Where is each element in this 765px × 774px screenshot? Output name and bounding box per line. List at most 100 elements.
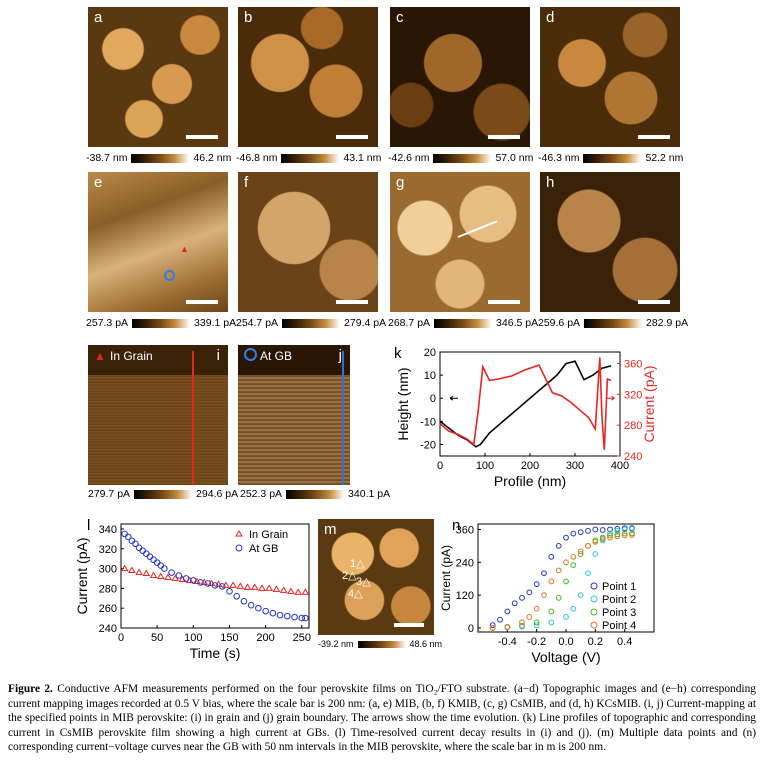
scale-bar (336, 135, 368, 139)
data-point-point-2 (577, 592, 584, 598)
y-tick-label: 0 (430, 393, 436, 405)
data-point-point-1 (541, 570, 547, 577)
panel-m-min: -39.2 nm (318, 639, 354, 649)
data-point-point-3 (519, 622, 525, 629)
legend-entry: Point 3 (602, 607, 636, 619)
data-point-in-grain (272, 585, 281, 592)
y-tick-label: 120 (456, 590, 474, 602)
y-axis-label: Current (pA) (75, 537, 90, 614)
data-point-point-1 (489, 622, 496, 629)
legend-marker (590, 608, 598, 616)
colorbar-min: 257.3 pA (86, 317, 129, 329)
y-tick-label: 340 (99, 524, 117, 536)
data-point-point-2 (548, 619, 555, 626)
x-tick-label: 150 (220, 632, 238, 644)
data-point-point-4 (599, 536, 606, 542)
data-point-in-grain (135, 568, 143, 576)
data-point-point-2 (607, 530, 613, 537)
data-point-at-gb (132, 540, 139, 548)
data-point-point-3 (629, 530, 635, 537)
data-point-at-gb (218, 583, 226, 590)
data-point-point-2 (621, 526, 628, 533)
data-point-at-gb (240, 597, 248, 605)
scale-bar (488, 300, 520, 304)
data-point-point-3 (548, 608, 555, 615)
panel-e-label: e (94, 174, 103, 191)
panel-d-colorbar: -46.3 nm 52.2 nm (538, 152, 683, 164)
x-tick-label: 0.0 (558, 636, 573, 648)
data-point-point-3 (570, 562, 577, 568)
panel-j-min: 252.3 pA (240, 488, 283, 500)
data-point-point-2 (533, 622, 540, 629)
y-tick-label: 240 (99, 623, 117, 635)
data-point-point-4 (526, 614, 533, 620)
colorbar-min: -42.6 nm (388, 152, 430, 164)
x-tick-label: 200 (521, 460, 539, 472)
data-point-in-grain (287, 587, 295, 594)
data-point-point-4 (541, 592, 547, 598)
data-point-in-grain (258, 584, 266, 591)
data-point-point-1 (607, 526, 613, 533)
data-point-at-gb (233, 593, 240, 600)
y2-tick-label: 320 (624, 389, 642, 401)
panel-c-image: c (390, 7, 530, 147)
data-point-in-grain (221, 581, 230, 588)
panel-c-label: c (396, 9, 404, 26)
current-series-line (439, 357, 612, 450)
scale-bar (638, 300, 670, 304)
data-point-at-gb (124, 533, 132, 541)
data-point-point-4 (504, 623, 511, 630)
data-point-at-gb (255, 604, 262, 612)
panel-m-max: 48.6 nm (409, 639, 443, 649)
data-point-point-2 (585, 570, 591, 577)
measure-point-3: 3△ (356, 576, 371, 588)
data-point-at-gb (146, 553, 154, 560)
data-point-at-gb (121, 530, 128, 538)
legend-entry: At GB (249, 543, 278, 555)
data-point-point-3 (555, 594, 562, 601)
panel-c-colorbar: -42.6 nm 57.0 nm (388, 152, 533, 164)
panel-f-image: f (238, 172, 378, 312)
data-point-at-gb (247, 601, 255, 609)
data-point-point-1 (599, 527, 606, 533)
colorbar-max: 46.2 nm (193, 152, 232, 164)
legend-entry: In Grain (249, 529, 288, 541)
data-point-point-3 (607, 532, 613, 539)
data-point-at-gb (190, 577, 197, 584)
data-point-in-grain (301, 588, 310, 595)
data-point-in-grain (149, 571, 158, 579)
data-point-point-1 (614, 526, 621, 532)
right-axis-arrow (606, 395, 615, 401)
legend-marker (590, 582, 598, 590)
data-point-point-4 (629, 532, 635, 538)
in-grain-marker-icon: ▲ (94, 349, 106, 363)
data-point-at-gb (291, 613, 298, 621)
panel-i-legend: In Grain (110, 349, 153, 363)
panel-h-label: h (546, 174, 555, 191)
data-point-at-gb (161, 565, 168, 572)
at-gb-marker-icon (164, 270, 175, 281)
legend-entry: Point 2 (602, 594, 636, 606)
panel-a-colorbar: -38.7 nm 46.2 nm (86, 152, 231, 164)
data-point-in-grain (229, 581, 237, 588)
legend-marker (235, 530, 243, 537)
data-point-at-gb (269, 609, 277, 617)
data-point-point-1 (592, 526, 599, 533)
data-point-at-gb (168, 569, 175, 576)
colorbar-max: 346.5 pA (496, 317, 539, 329)
x-axis-label: Time (s) (190, 645, 241, 661)
x-axis-label: Profile (nm) (494, 473, 566, 489)
data-point-at-gb (276, 611, 284, 619)
panel-m-colorbar: -39.2 nm 48.6 nm (318, 639, 442, 649)
x-tick-label: 400 (611, 460, 629, 472)
data-point-at-gb (211, 582, 219, 589)
colorbar-max: 52.2 nm (645, 152, 684, 164)
panel-b-colorbar: -46.8 nm 43.1 nm (236, 152, 381, 164)
y-tick-label: 20 (424, 347, 436, 359)
y-axis-label: Current (pA) (440, 545, 453, 611)
x-tick-label: -0.4 (498, 636, 517, 648)
data-point-point-1 (497, 616, 503, 623)
x-tick-label: 50 (151, 632, 163, 644)
panel-j-image: At GB j (238, 345, 350, 485)
legend-marker (590, 595, 598, 603)
